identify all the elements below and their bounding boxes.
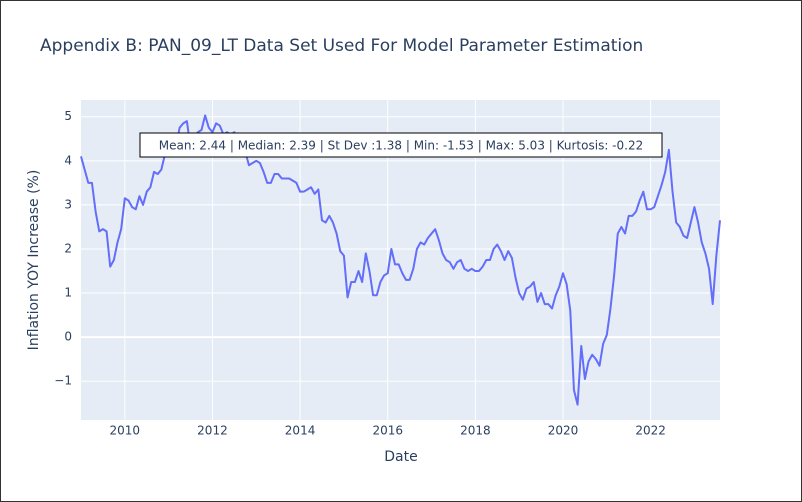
y-tick-label: 2 [64, 241, 72, 255]
chart-title: Appendix B: PAN_09_LT Data Set Used For … [40, 36, 643, 56]
annotation: Mean: 2.44 | Median: 2.39 | St Dev :1.38… [159, 139, 643, 153]
data-line [80, 114, 721, 406]
y-tick-label: 5 [64, 109, 72, 123]
y-axis-title: Inflation YOY Increase (%) [26, 170, 42, 351]
x-tick-label: 2022 [635, 424, 666, 438]
x-tick-label: 2014 [285, 424, 316, 438]
y-tick-label: 4 [64, 153, 72, 167]
y-tick-label: 3 [64, 197, 72, 211]
annotation-box [139, 132, 663, 158]
x-tick-label: 2012 [197, 424, 228, 438]
x-tick-label: 2010 [110, 424, 141, 438]
lines [80, 114, 721, 406]
y-tick-label: −1 [54, 374, 72, 388]
y-tick-label: 1 [64, 286, 72, 300]
annotation-group: Mean: 2.44 | Median: 2.39 | St Dev :1.38… [139, 132, 663, 158]
x-tick-label: 2018 [460, 424, 491, 438]
y-tick-label: 0 [64, 330, 72, 344]
x-tick-label: 2016 [372, 424, 403, 438]
x-tick-label: 2020 [548, 424, 579, 438]
x-axis-title: Date [384, 449, 417, 465]
